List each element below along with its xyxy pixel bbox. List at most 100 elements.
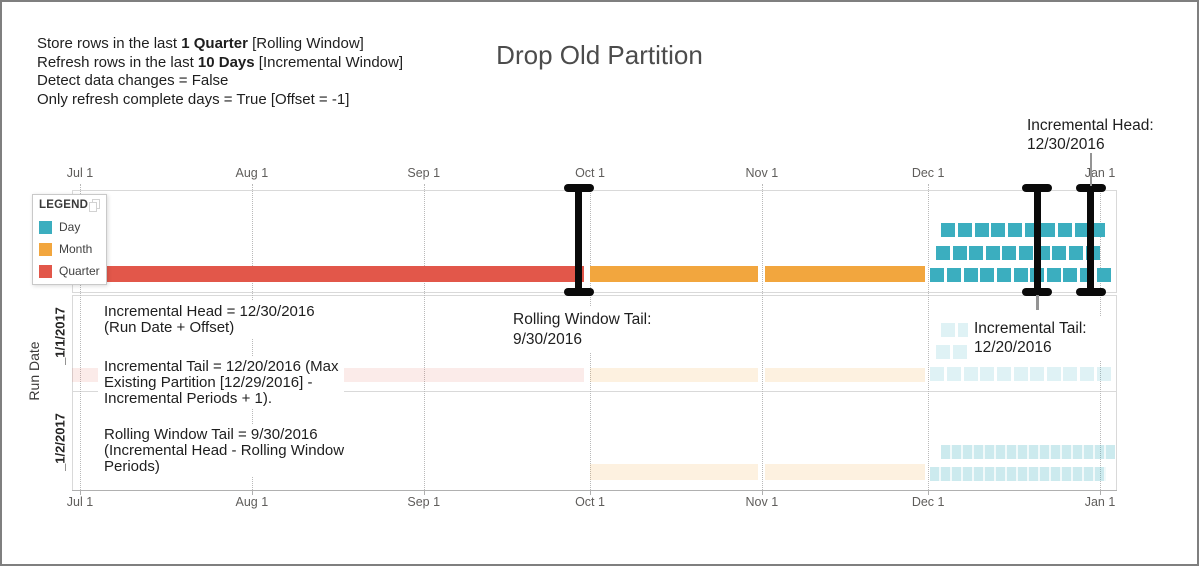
legend-header: LEGEND <box>39 199 101 212</box>
legend-item-label: Month <box>59 242 93 256</box>
month-gridline <box>761 184 763 490</box>
marker-incremental-tail-cap-bottom <box>1022 288 1053 296</box>
annotation-line: Incremental Tail = 12/20/2016 (Max <box>104 358 339 375</box>
month-gridline <box>423 184 425 490</box>
marker-incremental-head-cap-top <box>1075 184 1106 192</box>
day-square <box>1013 268 1028 282</box>
day-square <box>1041 223 1056 237</box>
legend-item-label: Quarter <box>59 264 100 278</box>
annotation-line: (Run Date + Offset) <box>104 318 235 336</box>
axis-tick <box>251 490 253 495</box>
x-axis-label-bottom: Jan 1 <box>1084 495 1116 509</box>
axis-tick <box>590 490 591 495</box>
month-gridline <box>80 184 81 490</box>
x-axis-label-bottom: Sep 1 <box>407 495 441 509</box>
faded-month-bar <box>764 368 926 382</box>
annotation-incremental-tail: Incremental Tail = 12/20/2016 (Max Existi… <box>98 356 345 410</box>
marker-incremental-head-bar <box>1087 188 1095 294</box>
config-line: Store rows in the last 1 Quarter [Rollin… <box>37 35 364 52</box>
row-label-1-2-2017: _1/2/2017 <box>52 413 68 471</box>
annotation-line: (Incremental Head - Rolling Window <box>104 441 345 459</box>
copy-icon[interactable] <box>89 199 101 212</box>
annotation-line: Rolling Window Tail = 9/30/2016 <box>104 426 318 443</box>
day-square <box>969 245 984 260</box>
day-square <box>1074 223 1089 237</box>
day-square <box>930 268 945 282</box>
x-axis-label-top: Oct 1 <box>575 166 605 180</box>
incremental-tail-connector <box>1036 295 1040 310</box>
legend-item-month[interactable]: Month <box>39 242 101 256</box>
axis-tick <box>928 490 930 495</box>
axis-tick <box>761 490 763 495</box>
day-square <box>1046 268 1061 282</box>
quarter-bar <box>71 266 585 282</box>
annotation-rolling-window-tail: Rolling Window Tail = 9/30/2016 (Incremen… <box>98 424 351 478</box>
page-title: Drop Old Partition <box>496 40 703 70</box>
annotation-line: Periods) <box>104 457 160 475</box>
month-gridline <box>928 184 930 490</box>
axis-tick <box>80 490 81 495</box>
quarter-swatch <box>39 264 52 278</box>
faded-day-square <box>1030 366 1045 381</box>
legend: LEGEND Day Month Quarter <box>32 194 107 285</box>
annotation-line: Incremental Head: <box>1027 117 1154 134</box>
marker-rolling-window-tail-bar <box>575 188 583 294</box>
day-square <box>1052 245 1067 260</box>
legend-item-day[interactable]: Day <box>39 220 101 234</box>
faded-month-bar <box>590 464 758 480</box>
annotation-line: Incremental Head = 12/30/2016 <box>104 303 315 320</box>
annotation-line: 12/30/2016 <box>1027 136 1105 153</box>
faded-month-bar <box>590 368 758 382</box>
marker-incremental-head-cap-bottom <box>1075 288 1106 296</box>
day-square <box>985 245 1000 260</box>
legend-item-quarter[interactable]: Quarter <box>39 264 101 278</box>
marker-incremental-tail-bar <box>1033 188 1041 294</box>
faded-day-square <box>1013 366 1028 381</box>
marker-rolling-window-tail-cap-bottom <box>563 288 594 296</box>
x-axis-label-bottom: Jul 1 <box>66 495 94 509</box>
month-bar <box>764 266 926 282</box>
faded-day-square <box>980 366 995 381</box>
day-square <box>1091 223 1106 237</box>
day-square <box>980 268 995 282</box>
day-square <box>941 223 956 237</box>
faded-day-square <box>935 344 950 359</box>
annotation-line: 12/20/2016 <box>974 339 1052 356</box>
day-swatch <box>39 220 52 234</box>
x-axis-line <box>72 490 1117 491</box>
faded-day-square <box>1063 366 1078 381</box>
day-square <box>935 245 950 260</box>
annotation-line: Incremental Tail: <box>974 320 1087 337</box>
faded-day-square <box>947 366 961 381</box>
row-label-1-1-2017: _1/1/2017 <box>52 307 68 365</box>
day-square <box>1019 245 1034 260</box>
incremental-head-connector <box>1089 153 1092 186</box>
x-axis-label-top: Nov 1 <box>745 166 779 180</box>
annotation-line: Rolling Window Tail: <box>513 311 652 328</box>
axis-tick <box>1100 490 1101 495</box>
config-line: Detect data changes = False <box>37 72 229 90</box>
faded-month-bar <box>764 464 926 480</box>
config-line: Only refresh complete days = True [Offse… <box>37 90 350 108</box>
x-axis-label-top: Aug 1 <box>235 166 269 180</box>
legend-title: LEGEND <box>39 199 89 211</box>
config-line: Refresh rows in the last 10 Days [Increm… <box>37 53 404 71</box>
x-axis-label-top: Dec 1 <box>911 166 945 180</box>
day-square <box>996 268 1011 282</box>
day-square <box>963 268 978 282</box>
axis-tick <box>423 490 425 495</box>
annotation-incremental-head: Incremental Head = 12/30/2016 (Run Date +… <box>98 301 321 339</box>
month-bar <box>590 266 758 282</box>
marker-incremental-tail-cap-top <box>1022 184 1053 192</box>
config-text: Store rows in the last 1 Quarter [Rollin… <box>37 35 403 109</box>
faded-day-square <box>996 366 1011 381</box>
day-square <box>1057 223 1072 237</box>
day-square <box>958 223 973 237</box>
day-square <box>991 223 1006 237</box>
day-square <box>1002 245 1017 260</box>
x-axis-label-bottom: Nov 1 <box>745 495 779 509</box>
faded-day-square <box>930 366 945 381</box>
x-axis-label-bottom: Dec 1 <box>911 495 945 509</box>
legend-item-label: Day <box>59 220 81 234</box>
x-axis-label-top: Sep 1 <box>407 166 441 180</box>
